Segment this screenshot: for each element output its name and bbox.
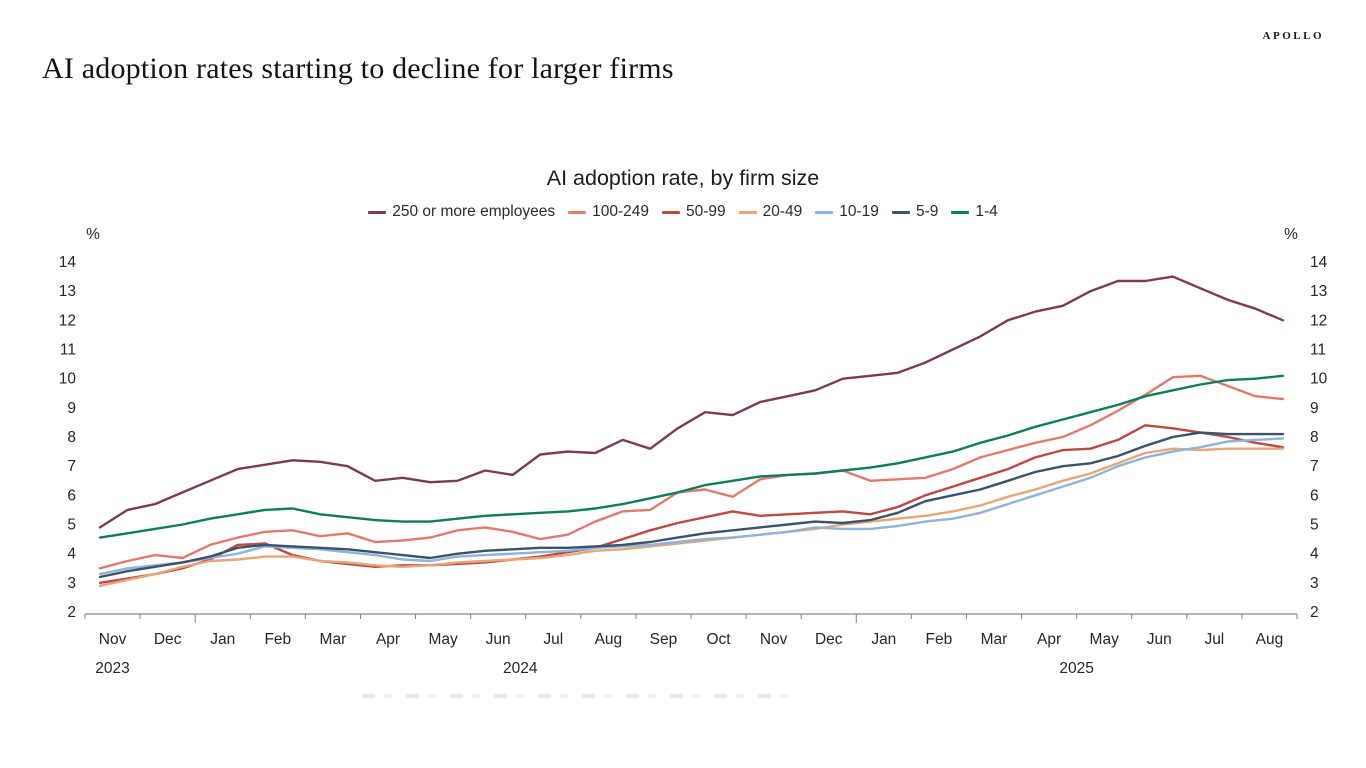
y-axis-label-right: 11 [1310, 342, 1326, 359]
series-line-250-or-more-employees [98, 275, 1285, 529]
y-axis-label-right: 4 [1310, 546, 1319, 563]
x-axis-month-label: Sep [650, 631, 678, 648]
y-axis-label-left: 4 [67, 546, 76, 563]
legend-item: 100-249 [568, 203, 649, 221]
series-line-5-9 [98, 431, 1285, 579]
legend-item: 5-9 [891, 203, 939, 221]
x-axis-month-label: Apr [376, 631, 400, 648]
y-axis-label-left: 5 [67, 517, 76, 534]
y-axis-label-right: 9 [1310, 400, 1319, 417]
x-axis-month-label: Nov [760, 631, 788, 648]
y-axis-label-left: 8 [67, 429, 76, 446]
x-axis-month-label: Dec [154, 631, 182, 648]
y-axis-label-left: 9 [67, 400, 76, 417]
x-axis-month-label: Jun [1147, 631, 1172, 648]
y-axis-label-right: 14 [1310, 254, 1328, 271]
y-axis-unit-left: % [86, 226, 100, 243]
series-line-1-4 [98, 374, 1285, 539]
legend-item: 20-49 [738, 203, 803, 221]
series-line-50-99 [98, 424, 1285, 584]
legend-swatch-icon [368, 210, 387, 214]
y-axis-label-right: 6 [1310, 487, 1319, 504]
y-axis-label-left: 6 [67, 487, 76, 504]
legend-swatch-icon [891, 210, 910, 214]
x-axis-month-label: Dec [815, 631, 843, 648]
y-axis-label-left: 10 [59, 371, 77, 388]
y-axis-label-right: 7 [1310, 458, 1319, 475]
x-axis-month-label: Feb [926, 631, 953, 648]
legend-label: 5-9 [915, 203, 939, 220]
legend-label: 20-49 [762, 203, 803, 220]
x-axis-month-label: Nov [99, 631, 127, 648]
y-axis-label-right: 13 [1310, 283, 1327, 300]
legend-swatch-icon [738, 210, 757, 214]
x-axis-month-label: Feb [264, 631, 291, 648]
y-axis-label-left: 11 [60, 342, 76, 359]
series-line-10-19 [98, 437, 1285, 576]
x-axis-month-label: Jul [543, 631, 563, 648]
page-title: AI adoption rates starting to decline fo… [42, 52, 674, 85]
x-axis-month-label: Jun [486, 631, 511, 648]
series-line-100-249 [98, 374, 1285, 570]
legend-label: 250 or more employees [392, 203, 556, 220]
y-axis-label-right: 10 [1310, 371, 1328, 388]
chart-legend: 250 or more employees 100-249 50-99 20-49 10… [0, 203, 1366, 221]
x-axis-month-label: Jul [1204, 631, 1224, 648]
x-axis-month-label: Mar [981, 631, 1008, 648]
x-axis-month-label: Aug [595, 631, 623, 648]
legend-label: 1-4 [975, 203, 998, 220]
y-axis-label-left: 2 [67, 604, 76, 621]
x-axis-month-label: Oct [706, 631, 731, 648]
legend-swatch-icon [661, 210, 680, 214]
y-axis-label-right: 8 [1310, 429, 1319, 446]
chart-title: AI adoption rate, by firm size [546, 166, 820, 190]
x-axis-month-label: Jan [210, 631, 235, 648]
y-axis-label-right: 5 [1310, 517, 1319, 534]
legend-label: 10-19 [839, 203, 879, 220]
legend-swatch-icon [951, 210, 970, 214]
legend-item: 1-4 [951, 203, 998, 221]
x-axis-month-label: Apr [1037, 631, 1061, 648]
y-axis-label-right: 2 [1310, 604, 1319, 621]
series-line-20-49 [98, 447, 1285, 587]
legend-item: 250 or more employees [368, 203, 555, 221]
legend-item: 50-99 [661, 203, 726, 221]
x-axis-year-label: 2025 [1059, 660, 1093, 677]
legend-label: 50-99 [685, 203, 726, 220]
legend-label: 100-249 [592, 203, 649, 220]
y-axis-label-right: 3 [1310, 575, 1319, 592]
y-axis-label-left: 3 [67, 575, 76, 592]
x-axis-month-label: Aug [1256, 631, 1284, 648]
y-axis-label-left: 7 [67, 458, 76, 475]
apollo-logo: APOLLO [1262, 30, 1324, 42]
legend-item: 10-19 [815, 203, 879, 221]
x-axis-year-label: 2023 [95, 660, 129, 677]
x-axis-month-label: May [1090, 631, 1120, 648]
legend-swatch-icon [568, 210, 587, 214]
x-axis-month-label: Jan [871, 631, 896, 648]
y-axis-label-right: 12 [1310, 312, 1327, 329]
y-axis-label-left: 13 [59, 283, 76, 300]
x-axis-year-label: 2024 [503, 660, 538, 677]
x-axis-month-label: May [428, 631, 458, 648]
y-axis-unit-right: % [1284, 226, 1298, 243]
y-axis-label-left: 12 [59, 312, 76, 329]
truncated-source-note [362, 694, 794, 698]
y-axis-label-left: 14 [59, 254, 77, 271]
x-axis-month-label: Mar [320, 631, 347, 648]
legend-swatch-icon [815, 210, 834, 214]
